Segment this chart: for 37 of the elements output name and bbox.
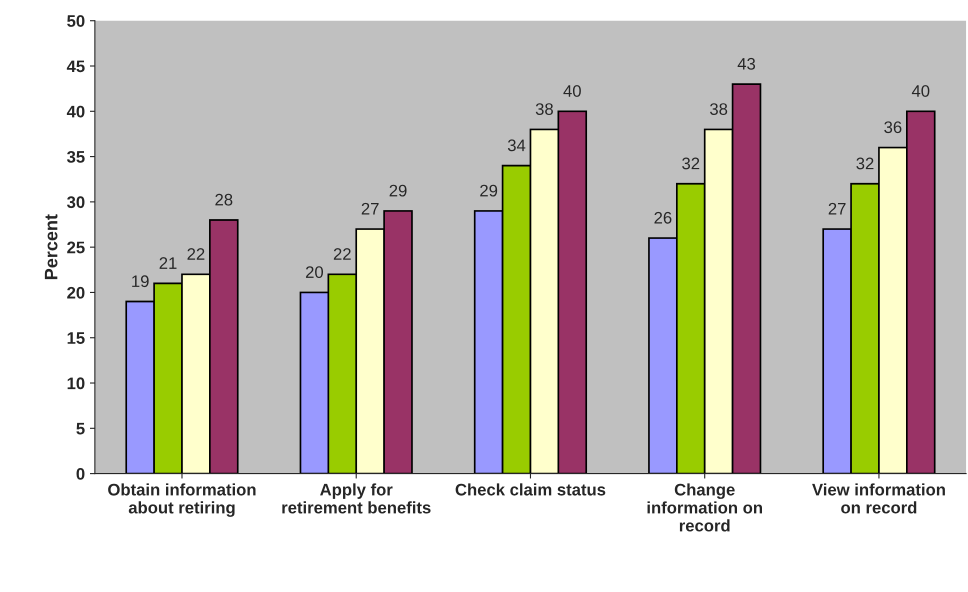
data-label: 19	[132, 275, 149, 288]
y-tick-label: 10	[68, 377, 84, 390]
x-tick-label: Apply for retirement benefits	[282, 483, 431, 514]
data-label: 38	[536, 103, 553, 116]
data-label: 22	[334, 248, 351, 260]
y-tick-label: 15	[68, 332, 85, 344]
data-label: 43	[738, 58, 756, 70]
data-label: 28	[215, 194, 232, 206]
x-tick-label: Obtain information about retiring	[108, 483, 256, 517]
y-tick-label: 20	[67, 286, 84, 299]
data-label: 29	[480, 184, 498, 197]
data-label: 32	[682, 158, 700, 170]
x-tick-label: Change information on record	[648, 483, 762, 532]
data-label: 32	[856, 158, 874, 170]
data-label: 38	[710, 103, 728, 116]
data-label: 22	[187, 248, 204, 260]
data-label: 21	[160, 257, 176, 269]
y-tick-label: 35	[66, 150, 85, 163]
data-label: 40	[563, 85, 581, 97]
y-axis-title: Percent	[44, 214, 58, 280]
x-tick-label: Check claim status	[456, 483, 606, 496]
y-tick-label: 0	[76, 468, 84, 480]
y-tick-label: 25	[67, 242, 85, 254]
data-label: 29	[390, 184, 407, 197]
y-tick-label: 50	[67, 15, 84, 27]
data-label: 34	[508, 139, 526, 152]
data-label: 27	[362, 202, 379, 214]
data-label: 36	[884, 121, 902, 134]
y-tick-label: 40	[66, 106, 84, 118]
x-tick-label: View information on record	[812, 483, 945, 514]
data-label: 27	[828, 202, 846, 214]
data-label: 26	[654, 212, 672, 224]
y-tick-label: 5	[76, 422, 85, 435]
data-label: 20	[306, 266, 324, 278]
y-tick-label: 30	[66, 196, 84, 208]
y-tick-label: 45	[66, 60, 85, 72]
data-label: 40	[912, 85, 930, 97]
